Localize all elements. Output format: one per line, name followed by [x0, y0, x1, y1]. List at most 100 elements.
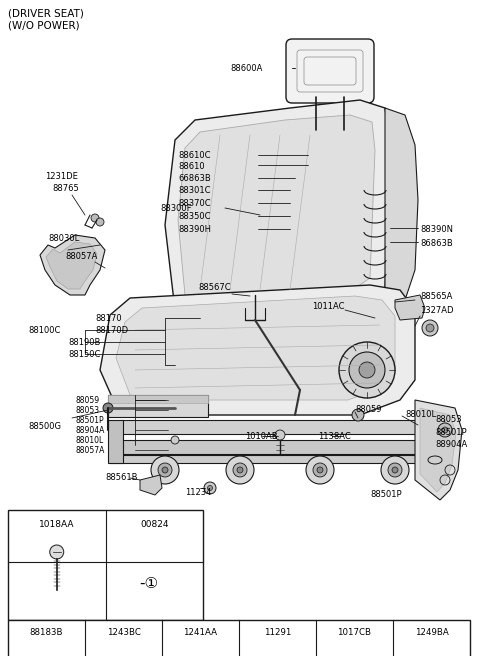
Text: 88904A: 88904A — [75, 426, 104, 435]
Circle shape — [158, 463, 172, 477]
Polygon shape — [395, 295, 425, 320]
Text: 88150C: 88150C — [68, 350, 100, 359]
Text: 88053: 88053 — [435, 415, 462, 424]
Text: 1241AA: 1241AA — [183, 628, 217, 637]
Circle shape — [340, 126, 348, 134]
Circle shape — [422, 320, 438, 336]
Circle shape — [162, 467, 168, 473]
Circle shape — [207, 485, 213, 491]
Text: 88567C: 88567C — [198, 283, 230, 292]
Circle shape — [226, 456, 254, 484]
Polygon shape — [100, 285, 415, 415]
Bar — [108, 420, 123, 463]
Text: 88170D: 88170D — [95, 326, 128, 335]
Text: 88010L: 88010L — [405, 410, 436, 419]
Bar — [422, 420, 437, 463]
Text: 88183B: 88183B — [30, 628, 63, 637]
Circle shape — [237, 467, 243, 473]
Bar — [8, 510, 203, 620]
Text: 1327AD: 1327AD — [420, 306, 454, 315]
Text: 88501P: 88501P — [370, 490, 402, 499]
Text: -①: -① — [140, 575, 159, 590]
Text: 88300F: 88300F — [160, 204, 192, 213]
Text: 88030L: 88030L — [48, 234, 79, 243]
Circle shape — [50, 545, 64, 559]
FancyBboxPatch shape — [286, 39, 374, 103]
Text: 11234: 11234 — [185, 488, 211, 497]
Text: 1138AC: 1138AC — [318, 432, 351, 441]
Text: 88600A: 88600A — [230, 64, 263, 73]
Text: 1011AC: 1011AC — [312, 302, 345, 311]
Polygon shape — [140, 475, 162, 495]
Text: 11291: 11291 — [264, 628, 291, 637]
Text: 1231DE: 1231DE — [45, 172, 78, 181]
Text: 88610: 88610 — [178, 162, 204, 171]
Circle shape — [339, 342, 395, 398]
Text: 88350C: 88350C — [178, 212, 211, 221]
Circle shape — [392, 467, 398, 473]
Circle shape — [317, 467, 323, 473]
Text: 00824: 00824 — [140, 520, 168, 529]
Text: 88390N: 88390N — [420, 225, 453, 234]
Text: 88190B: 88190B — [68, 338, 100, 347]
Text: 88059: 88059 — [75, 396, 99, 405]
Circle shape — [204, 482, 216, 494]
Text: 88501P: 88501P — [435, 428, 467, 437]
Circle shape — [306, 456, 334, 484]
Text: (W/O POWER): (W/O POWER) — [8, 20, 80, 30]
Bar — [110, 455, 425, 463]
Circle shape — [233, 463, 247, 477]
Text: 1010AB: 1010AB — [245, 432, 277, 441]
Polygon shape — [178, 115, 375, 295]
Bar — [115, 440, 425, 454]
Circle shape — [388, 463, 402, 477]
Text: 88500G: 88500G — [28, 422, 61, 431]
Circle shape — [359, 362, 375, 378]
Bar — [8, 620, 470, 656]
Circle shape — [275, 430, 285, 440]
Text: 88370C: 88370C — [178, 199, 211, 208]
Circle shape — [91, 214, 99, 222]
Circle shape — [438, 423, 452, 437]
Bar — [120, 420, 420, 434]
Text: 88301C: 88301C — [178, 186, 211, 195]
Bar — [108, 395, 208, 403]
Text: 88610C: 88610C — [178, 151, 211, 160]
Bar — [108, 395, 208, 417]
Circle shape — [314, 129, 317, 131]
Circle shape — [349, 352, 385, 388]
Text: 1249BA: 1249BA — [415, 628, 448, 637]
Text: 88100C: 88100C — [28, 326, 60, 335]
Circle shape — [313, 463, 327, 477]
Polygon shape — [40, 235, 105, 295]
Circle shape — [381, 456, 409, 484]
Text: 66863B: 66863B — [178, 174, 211, 183]
Circle shape — [151, 456, 179, 484]
Text: 88057A: 88057A — [75, 446, 104, 455]
Text: 88059: 88059 — [355, 405, 382, 414]
Circle shape — [312, 126, 320, 134]
Text: 88390H: 88390H — [178, 225, 211, 234]
Circle shape — [96, 218, 104, 226]
Text: 88765: 88765 — [52, 184, 79, 193]
Text: 88501P: 88501P — [75, 416, 104, 425]
Circle shape — [343, 129, 346, 131]
Text: 88565A: 88565A — [420, 292, 452, 301]
Text: 1018AA: 1018AA — [39, 520, 74, 529]
Text: 86863B: 86863B — [420, 239, 453, 248]
Text: 88561B: 88561B — [105, 473, 137, 482]
Text: 88057A: 88057A — [65, 252, 97, 261]
Text: 88904A: 88904A — [435, 440, 467, 449]
Circle shape — [442, 427, 448, 433]
Polygon shape — [116, 296, 395, 400]
Text: 1243BC: 1243BC — [107, 628, 141, 637]
Polygon shape — [420, 408, 456, 492]
Text: (DRIVER SEAT): (DRIVER SEAT) — [8, 8, 84, 18]
Circle shape — [171, 436, 179, 444]
Polygon shape — [385, 108, 418, 310]
Circle shape — [103, 403, 113, 413]
Text: 88053: 88053 — [75, 406, 99, 415]
Polygon shape — [46, 242, 97, 289]
Polygon shape — [165, 100, 390, 310]
Text: 1017CB: 1017CB — [337, 628, 372, 637]
